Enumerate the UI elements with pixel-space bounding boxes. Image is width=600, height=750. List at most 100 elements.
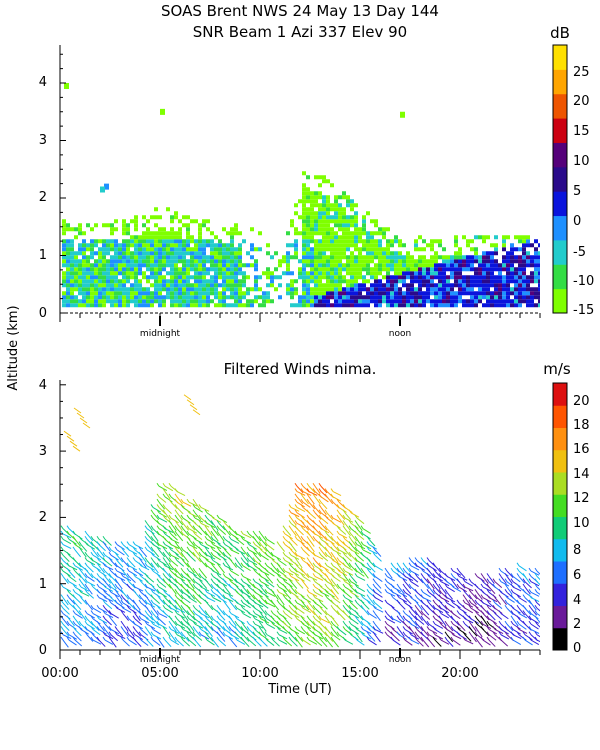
snr-cell [62,255,66,260]
snr-cell [462,255,466,260]
wind-barb [242,586,250,595]
snr-cell [206,299,210,304]
wind-colorbar-frame [552,382,568,651]
wind-barb-flag [222,536,226,540]
wind-barb [392,586,402,592]
wind-barb [350,512,360,518]
snr-cell [522,287,526,292]
snr-cell [194,271,198,276]
wind-barb-flag [330,615,334,620]
wind-barb-flag [264,631,268,636]
wind-barb-flag [396,583,400,588]
wind-barb-flag [474,583,478,588]
wind-barb [200,586,210,592]
snr-cell [350,255,354,260]
wind-barb [320,554,329,562]
wind-barb [446,602,455,609]
wind-barb-flag [156,578,160,582]
snr-cell [142,223,146,228]
snr-cell [286,263,290,268]
snr-cell [270,255,274,260]
wind-colorbar-swatch [553,494,567,517]
wind-barb-flag [336,525,340,529]
snr-cell [82,287,86,292]
snr-cell [322,179,326,184]
wind-barb-flag [354,610,358,614]
snr-cell [166,251,170,256]
wind-barb-flag [150,551,154,556]
wind-barb-flag [462,583,466,588]
wind-barb [230,576,238,584]
snr-cell [334,251,338,256]
snr-cell [374,295,378,300]
wind-barb-flag [78,567,82,572]
wind-barb-flag [480,599,484,604]
wind-barb [80,544,88,552]
wind-barb-flag [114,546,118,551]
wind-barb [356,586,366,592]
wind-barb [158,560,167,566]
snr-cell [418,287,422,292]
snr-cell [530,275,534,280]
wind-barb-flag [300,636,304,641]
wind-barb-flag [528,573,532,577]
snr-cell [406,295,410,300]
wind-barb [242,602,251,609]
wind-barb [260,602,269,609]
wind-barb [176,517,184,526]
snr-cell [306,195,310,200]
wind-barb-flag [312,525,316,529]
wind-barb-flag [144,530,148,535]
wind-barb-flag [342,520,346,524]
snr-cell [66,283,70,288]
wind-barb-flag [66,578,70,582]
wind-barb-flag [84,578,88,582]
snr-cell [374,263,378,268]
wind-barb [320,517,329,525]
snr-cell [182,291,186,296]
wind-barb-flag [324,509,328,514]
snr-cell [538,275,540,280]
wind-barb [278,560,287,567]
wind-cbar-label: 20 [573,394,590,409]
wind-barb-flag [342,504,346,508]
wind-barb [62,618,70,627]
wind-barb-flag [198,557,202,561]
snr-cell [146,287,150,292]
wind-barb-flag [318,615,322,620]
wind-barb-flag [438,610,442,614]
wind-barb [86,634,94,642]
snr-cell [526,295,530,300]
snr-cell [430,263,434,268]
snr-cell [350,283,354,288]
snr-cell [390,303,394,308]
wind-barb [164,491,171,500]
wind-barb-flag [72,536,76,540]
snr-cell [186,227,190,232]
snr-cell [418,295,422,300]
wind-barb-flag [168,573,172,577]
wind-barb [386,613,394,621]
snr-cell [134,287,138,292]
wind-barb-flag [60,626,64,630]
wind-barb [446,581,455,588]
snr-cell [170,251,174,256]
wind-barb [110,576,118,584]
snr-cell [510,299,514,304]
snr-cell [330,219,334,224]
snr-axes [59,45,541,326]
wind-barb-flag [294,594,298,598]
wind-barb-flag [210,620,214,625]
snr-cell [290,303,294,308]
wind-barb-flag [306,620,310,625]
wind-barb-flag [372,604,376,609]
wind-barb-flag [516,615,520,620]
snr-cell [142,295,146,300]
snr-cell [438,271,442,276]
snr-cell [330,215,334,220]
wind-barb-flag [228,546,232,551]
wind-barb-flag [342,536,346,540]
snr-cell [438,303,442,308]
wind-barb [296,639,303,648]
snr-cell [110,227,114,232]
